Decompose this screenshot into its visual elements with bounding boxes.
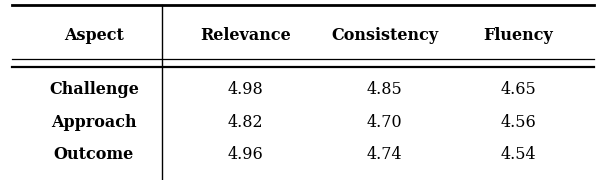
Text: 4.96: 4.96 xyxy=(228,146,263,163)
Text: Consistency: Consistency xyxy=(331,28,438,44)
Text: 4.74: 4.74 xyxy=(367,146,402,163)
Text: 4.82: 4.82 xyxy=(228,114,263,131)
Text: Approach: Approach xyxy=(51,114,137,131)
Text: 4.54: 4.54 xyxy=(501,146,536,163)
Text: Outcome: Outcome xyxy=(54,146,134,163)
Text: 4.70: 4.70 xyxy=(367,114,402,131)
Text: Relevance: Relevance xyxy=(200,28,291,44)
Text: Aspect: Aspect xyxy=(64,28,124,44)
Text: 4.98: 4.98 xyxy=(228,82,263,98)
Text: 4.65: 4.65 xyxy=(501,82,536,98)
Text: 4.56: 4.56 xyxy=(501,114,536,131)
Text: Fluency: Fluency xyxy=(483,28,553,44)
Text: Challenge: Challenge xyxy=(49,82,139,98)
Text: 4.85: 4.85 xyxy=(367,82,402,98)
